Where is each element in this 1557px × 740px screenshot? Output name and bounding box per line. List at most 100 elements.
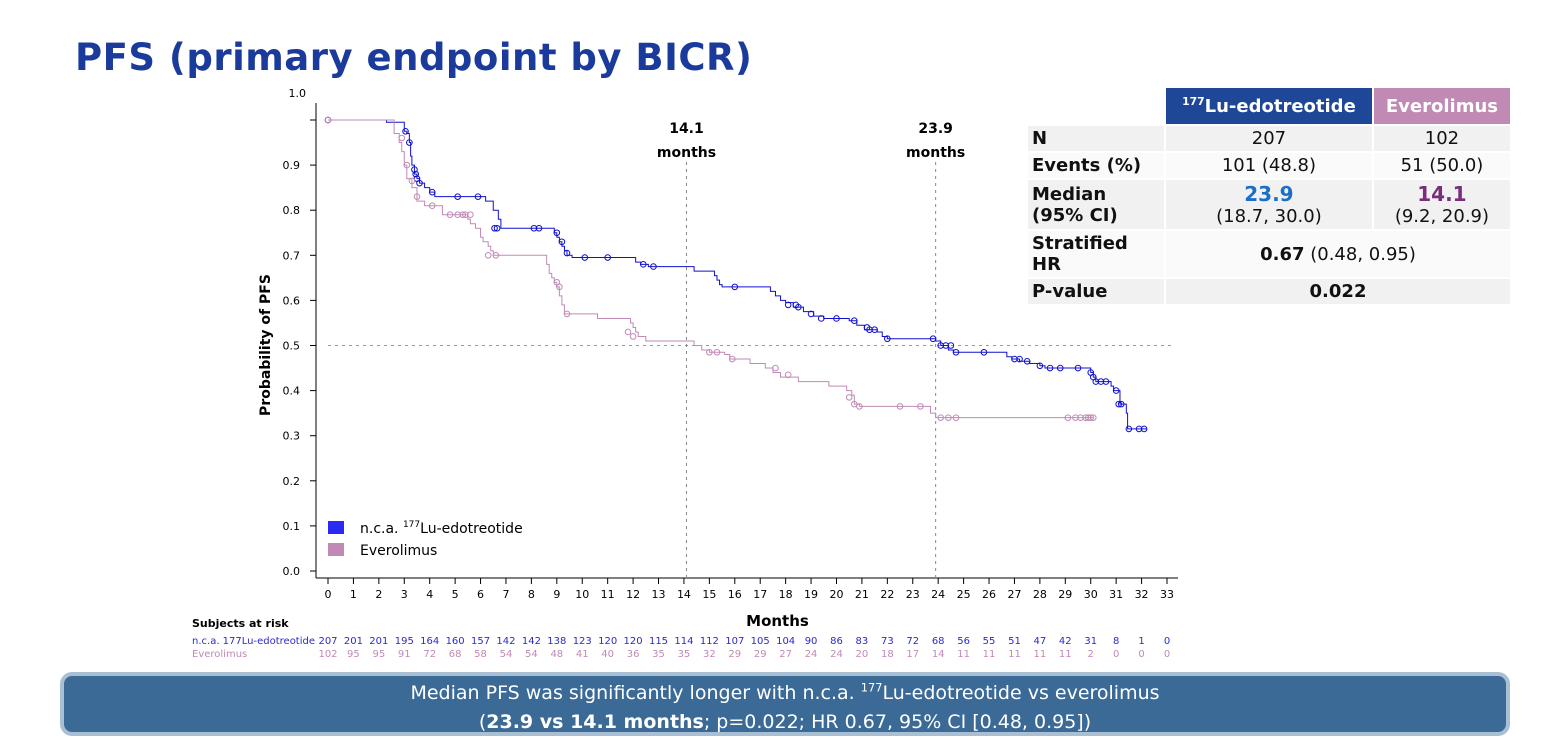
legend-label: n.c.a. 177Lu-edotreotide: [360, 520, 523, 537]
censor-mark-ev: [459, 211, 467, 219]
x-tick-label: 15: [702, 588, 716, 601]
censor-mark-lu: [639, 261, 647, 268]
censor-mark-lu: [428, 188, 436, 196]
y-tick-label: 0.1: [283, 520, 301, 533]
x-tick-label: 21: [855, 588, 869, 601]
col-header-lu-sup: 177: [1182, 94, 1205, 108]
censor-mark-lu: [1115, 400, 1122, 408]
x-tick-label: 5: [452, 588, 459, 601]
median-marker-unit: months: [657, 145, 716, 161]
x-tick-label: 13: [652, 588, 666, 601]
censor-mark-ev: [706, 348, 713, 356]
row-events-ev: 51 (50.0): [1373, 153, 1510, 178]
censor-mark-lu: [952, 348, 960, 356]
censor-mark-lu: [1092, 378, 1100, 385]
censor-mark-lu: [581, 254, 589, 261]
x-tick-label: 31: [1109, 588, 1123, 601]
risk-count: 120: [624, 636, 643, 647]
censor-mark-lu: [980, 348, 988, 356]
conclusion-banner: Median PFS was significantly longer with…: [60, 672, 1510, 736]
risk-count: 0: [1164, 636, 1170, 647]
censor-mark-ev: [484, 252, 492, 259]
risk-count: 123: [573, 636, 592, 647]
censor-mark-ev: [937, 414, 945, 421]
x-tick-label: 8: [528, 588, 535, 601]
risk-count: 142: [496, 636, 515, 647]
x-tick-label: 9: [553, 588, 560, 601]
risk-count: 1: [1138, 636, 1144, 647]
censor-mark-lu: [650, 263, 657, 270]
censor-mark-ev: [408, 177, 416, 185]
censor-mark-ev: [454, 211, 461, 219]
censor-mark-ev: [492, 252, 500, 259]
km-curve-lu: [328, 119, 1147, 430]
x-tick-label: 24: [931, 588, 945, 601]
banner-line-1-a: Median PFS was significantly longer with…: [410, 682, 861, 704]
risk-count: 107: [725, 636, 744, 647]
risk-count: 11: [983, 649, 996, 660]
y-tick-label: 1.0: [289, 87, 307, 100]
x-tick-label: 28: [1033, 588, 1047, 601]
censor-mark-lu: [1074, 364, 1082, 372]
censor-mark-ev: [1064, 414, 1072, 421]
x-tick-label: 32: [1135, 588, 1149, 601]
censor-mark-lu: [1097, 378, 1105, 385]
censor-mark-lu: [795, 303, 802, 311]
col-header-lu: 177Lu-edotreotide: [1166, 88, 1372, 124]
x-tick-label: 11: [601, 588, 615, 601]
censor-mark-lu: [454, 193, 461, 200]
risk-count: 47: [1034, 636, 1047, 647]
censor-mark-lu: [1117, 400, 1125, 408]
censor-mark-ev: [728, 355, 736, 363]
risk-count: 95: [347, 649, 360, 660]
censor-mark-ev: [629, 333, 637, 340]
median-ev-ci: (9.2, 20.9): [1394, 206, 1490, 227]
x-tick-label: 17: [753, 588, 767, 601]
x-tick-label: 33: [1160, 588, 1174, 601]
x-tick-label: 2: [375, 588, 382, 601]
row-n: N 207 102: [1028, 126, 1510, 151]
censor-mark-lu: [406, 139, 413, 146]
x-tick-label: 16: [728, 588, 742, 601]
risk-count: 68: [449, 649, 462, 660]
censor-mark-ev: [556, 283, 563, 291]
risk-count: 201: [369, 636, 388, 647]
censor-mark-lu: [1046, 364, 1054, 372]
summary-table: 177Lu-edotreotide Everolimus N 207 102 E…: [1026, 86, 1512, 306]
censor-mark-lu: [731, 283, 739, 291]
censor-mark-ev: [896, 403, 904, 410]
risk-count: 20: [856, 649, 869, 660]
row-median-label-2: (95% CI): [1032, 204, 1118, 226]
censor-mark-lu: [1016, 355, 1023, 363]
legend-label-sup: 177: [403, 520, 420, 530]
censor-mark-ev: [945, 414, 952, 421]
censor-mark-lu: [850, 317, 858, 324]
x-tick-label: 4: [426, 588, 433, 601]
y-tick-label: 0.8: [283, 204, 301, 217]
risk-count: 36: [627, 649, 640, 660]
median-marker-value: 23.9: [918, 121, 953, 137]
censor-mark-lu: [411, 166, 418, 173]
x-tick-label: 0: [325, 588, 332, 601]
risk-count: 207: [318, 636, 337, 647]
risk-count: 18: [881, 649, 894, 660]
x-tick-label: 30: [1084, 588, 1098, 601]
censor-mark-lu: [491, 224, 498, 232]
x-tick-label: 14: [677, 588, 691, 601]
x-tick-label: 19: [804, 588, 818, 601]
risk-count: 91: [398, 649, 411, 660]
risk-count: 40: [601, 649, 614, 660]
hr-ci: (0.48, 0.95): [1304, 243, 1416, 265]
risk-count: 105: [751, 636, 770, 647]
risk-count: 72: [906, 636, 919, 647]
censor-mark-lu: [807, 310, 815, 318]
row-events: Events (%) 101 (48.8) 51 (50.0): [1028, 153, 1510, 178]
x-tick-label: 18: [779, 588, 793, 601]
banner-line-1: Median PFS was significantly longer with…: [64, 679, 1506, 708]
risk-count: 48: [550, 649, 563, 660]
censor-mark-lu: [604, 254, 611, 261]
col-header-ev: Everolimus: [1373, 88, 1510, 124]
censor-mark-lu: [937, 342, 945, 349]
censor-mark-lu: [1011, 355, 1018, 363]
risk-count: 8: [1113, 636, 1119, 647]
